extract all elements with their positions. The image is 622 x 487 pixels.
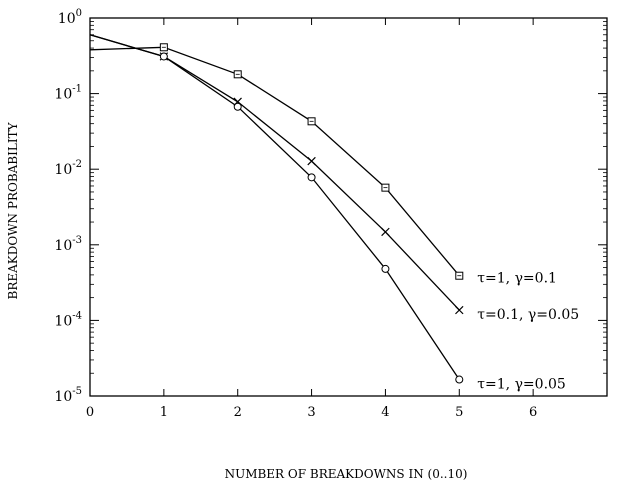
y-tick-label: 10-5 bbox=[54, 386, 82, 405]
y-tick-label: 10-1 bbox=[54, 84, 82, 103]
y-tick-exponent: -5 bbox=[72, 386, 82, 397]
series-line bbox=[89, 46, 460, 277]
x-axis-label: NUMBER OF BREAKDOWNS IN (0..10) bbox=[225, 467, 468, 481]
x-tick-label: 1 bbox=[160, 405, 168, 420]
y-tick-label: 10-3 bbox=[54, 235, 82, 254]
y-tick-base: 10 bbox=[58, 11, 76, 27]
x-marker bbox=[307, 156, 316, 166]
y-tick-exponent: 0 bbox=[76, 8, 82, 19]
x-marker bbox=[455, 305, 464, 315]
series-label: τ=1, γ=0.05 bbox=[477, 377, 566, 393]
x-tick-label: 5 bbox=[455, 405, 463, 420]
circle-marker bbox=[159, 52, 168, 61]
series-label: τ=0.1, γ=0.05 bbox=[477, 307, 579, 323]
circle-marker bbox=[307, 173, 316, 182]
series-line bbox=[89, 34, 460, 311]
axis-ticks bbox=[89, 17, 607, 397]
y-tick-base: 10 bbox=[54, 238, 72, 254]
y-tick-exponent: -2 bbox=[72, 159, 82, 170]
circle-marker bbox=[233, 102, 242, 111]
x-tick-label: 2 bbox=[234, 405, 242, 420]
y-tick-label: 10-2 bbox=[54, 159, 82, 178]
x-tick-label: 0 bbox=[86, 405, 94, 420]
x-marker bbox=[381, 227, 390, 237]
x-tick-label: 4 bbox=[381, 405, 389, 420]
y-tick-label: 10-4 bbox=[54, 310, 82, 329]
x-tick-label: 6 bbox=[529, 405, 537, 420]
y-axis-label: BREAKDOWN PROBABILITY bbox=[6, 121, 20, 299]
y-tick-base: 10 bbox=[54, 389, 72, 405]
series-label: τ=1, γ=0.1 bbox=[477, 271, 557, 287]
y-tick-exponent: -1 bbox=[72, 84, 82, 95]
series-line bbox=[89, 34, 460, 380]
y-tick-exponent: -4 bbox=[72, 310, 82, 321]
plot-frame bbox=[89, 17, 608, 397]
y-tick-exponent: -3 bbox=[72, 235, 82, 246]
y-tick-base: 10 bbox=[54, 87, 72, 103]
y-tick-base: 10 bbox=[54, 313, 72, 329]
circle-marker bbox=[381, 264, 390, 273]
x-tick-label: 3 bbox=[307, 405, 315, 420]
series-layer: τ=1, γ=0.1 τ=0.1, γ=0.05 τ=1, γ=0.05 bbox=[89, 34, 579, 393]
circle-marker bbox=[455, 375, 464, 384]
y-tick-label: 100 bbox=[58, 8, 82, 27]
y-tick-base: 10 bbox=[54, 162, 72, 178]
